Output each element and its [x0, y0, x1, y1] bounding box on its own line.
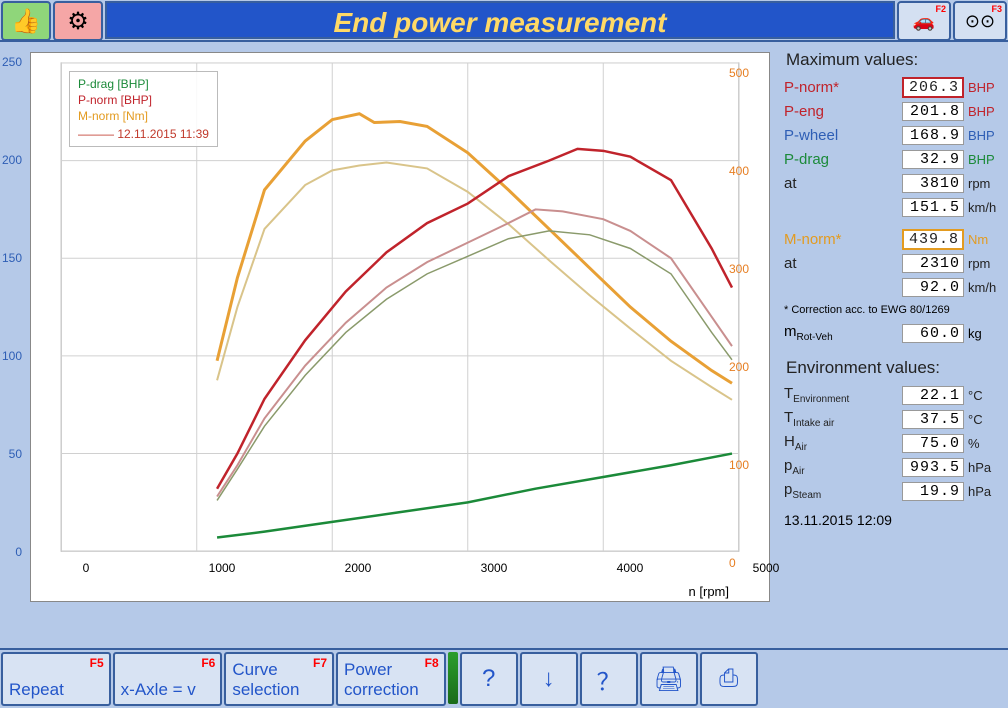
chart-legend: P-drag [BHP]P-norm [BHP]M-norm [Nm]——— 1… [69, 71, 218, 147]
value-row: at 3810 rpm [784, 172, 1002, 194]
yaxis-left: 050100150200250 [0, 52, 25, 598]
page-title: End power measurement [105, 1, 895, 39]
bottombar-icon-button[interactable]: ⎙ [700, 652, 758, 706]
value-row: TIntake air 37.5 °C [784, 408, 1002, 430]
value-row: TEnvironment 22.1 °C [784, 384, 1002, 406]
bottombar: F5RepeatF6x-Axle = vF7Curve selectionF8P… [0, 648, 1008, 706]
bottombar-icon-button[interactable]: ? [460, 652, 518, 706]
bottombar-button[interactable]: F5Repeat [1, 652, 111, 706]
separator [448, 652, 458, 704]
value-row: 151.5 km/h [784, 196, 1002, 218]
bottombar-icon-button[interactable]: ？ [580, 652, 638, 706]
topbar: 👍 ⚙ End power measurement F2🚗 F3⊙⊙ [0, 0, 1008, 42]
value-row: P-norm* 206.3 BHP [784, 76, 1002, 98]
mrot-row: mRot-Veh 60.0 kg [784, 322, 1002, 344]
topbar-f3[interactable]: F3⊙⊙ [953, 1, 1007, 41]
value-row: at 2310 rpm [784, 252, 1002, 274]
chart-wrap: 050100150200250 P-drag [BHP]P-norm [BHP]… [0, 42, 780, 648]
value-row: 92.0 km/h [784, 276, 1002, 298]
value-row: P-wheel 168.9 BHP [784, 124, 1002, 146]
bottombar-button[interactable]: F6x-Axle = v [113, 652, 223, 706]
value-row: M-norm* 439.8 Nm [784, 228, 1002, 250]
engine-button[interactable]: ⚙ [53, 1, 103, 41]
env-values-heading: Environment values: [786, 358, 1002, 378]
value-row: pAir 993.5 hPa [784, 456, 1002, 478]
value-row: pSteam 19.9 hPa [784, 480, 1002, 502]
dyno-chart: P-drag [BHP]P-norm [BHP]M-norm [Nm]——— 1… [30, 52, 770, 602]
main-area: 050100150200250 P-drag [BHP]P-norm [BHP]… [0, 42, 1008, 648]
ok-button[interactable]: 👍 [1, 1, 51, 41]
timestamp: 13.11.2015 12:09 [784, 512, 1002, 528]
max-values-heading: Maximum values: [786, 50, 1002, 70]
bottombar-button[interactable]: F8Power correction [336, 652, 446, 706]
value-row: P-eng 201.8 BHP [784, 100, 1002, 122]
correction-note: * Correction acc. to EWG 80/1269 [784, 304, 1002, 316]
xaxis: 010002000300040005000 [56, 561, 769, 581]
value-row: P-drag 32.9 BHP [784, 148, 1002, 170]
xaxis-label: n [rpm] [689, 584, 729, 599]
bottombar-button[interactable]: F7Curve selection [224, 652, 334, 706]
bottombar-icon-button[interactable]: ↓ [520, 652, 578, 706]
bottombar-icon-button[interactable]: 🖨 [640, 652, 698, 706]
topbar-f2[interactable]: F2🚗 [897, 1, 951, 41]
value-row: HAir 75.0 % [784, 432, 1002, 454]
yaxis-right: 0100200300400500 [726, 63, 766, 551]
sidebar: Maximum values: P-norm* 206.3 BHP P-eng … [780, 42, 1008, 648]
